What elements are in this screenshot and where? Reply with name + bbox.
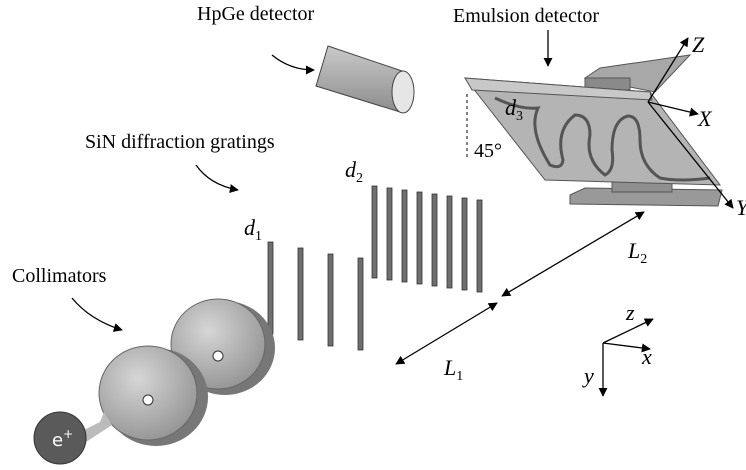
subscript: 3 [516,109,523,124]
subscript: 1 [456,369,463,384]
hpge-label: HpGe detector [197,3,315,25]
grating-1 [267,241,364,351]
hpge-detector [315,45,415,114]
pointer [271,54,315,75]
d3-label: d3 [505,95,523,124]
superscript: + [63,427,73,441]
axis-label: x [641,344,652,369]
symbol: d [244,215,256,240]
axis-label: Y [736,195,746,220]
gratings-label: SiN diffraction gratings [85,131,275,153]
subscript: 2 [356,171,363,186]
collimator-1 [98,345,208,446]
symbol: e [52,430,63,451]
axis-label: z [625,300,635,325]
positron-label: e+ [52,427,73,451]
distance-l1 [395,302,498,365]
detector-axes [647,37,734,209]
beam-arrow [80,412,112,442]
symbol: L [627,238,640,263]
symbol: d [505,95,517,120]
pointer [71,297,123,332]
symbol: d [345,157,357,182]
symbol: L [443,355,456,380]
emulsion-label: Emulsion detector [453,5,599,27]
l1-label: L1 [443,355,463,384]
axis-label: y [582,363,594,388]
subscript: 1 [255,229,262,244]
grating-2 [371,185,483,293]
subscript: 2 [640,252,647,267]
d1-label: d1 [244,215,262,244]
emulsion-detector [463,54,723,207]
collimators-label: Collimators [12,265,107,287]
angle-label: 45° [474,140,502,162]
positron-source [33,411,87,465]
distance-l2 [501,211,645,297]
l2-label: L2 [627,238,647,267]
pointer [195,164,239,194]
d2-label: d2 [345,157,363,186]
lab-axes [598,318,654,397]
axis-label: Z [692,32,705,57]
axis-label: X [697,106,713,131]
